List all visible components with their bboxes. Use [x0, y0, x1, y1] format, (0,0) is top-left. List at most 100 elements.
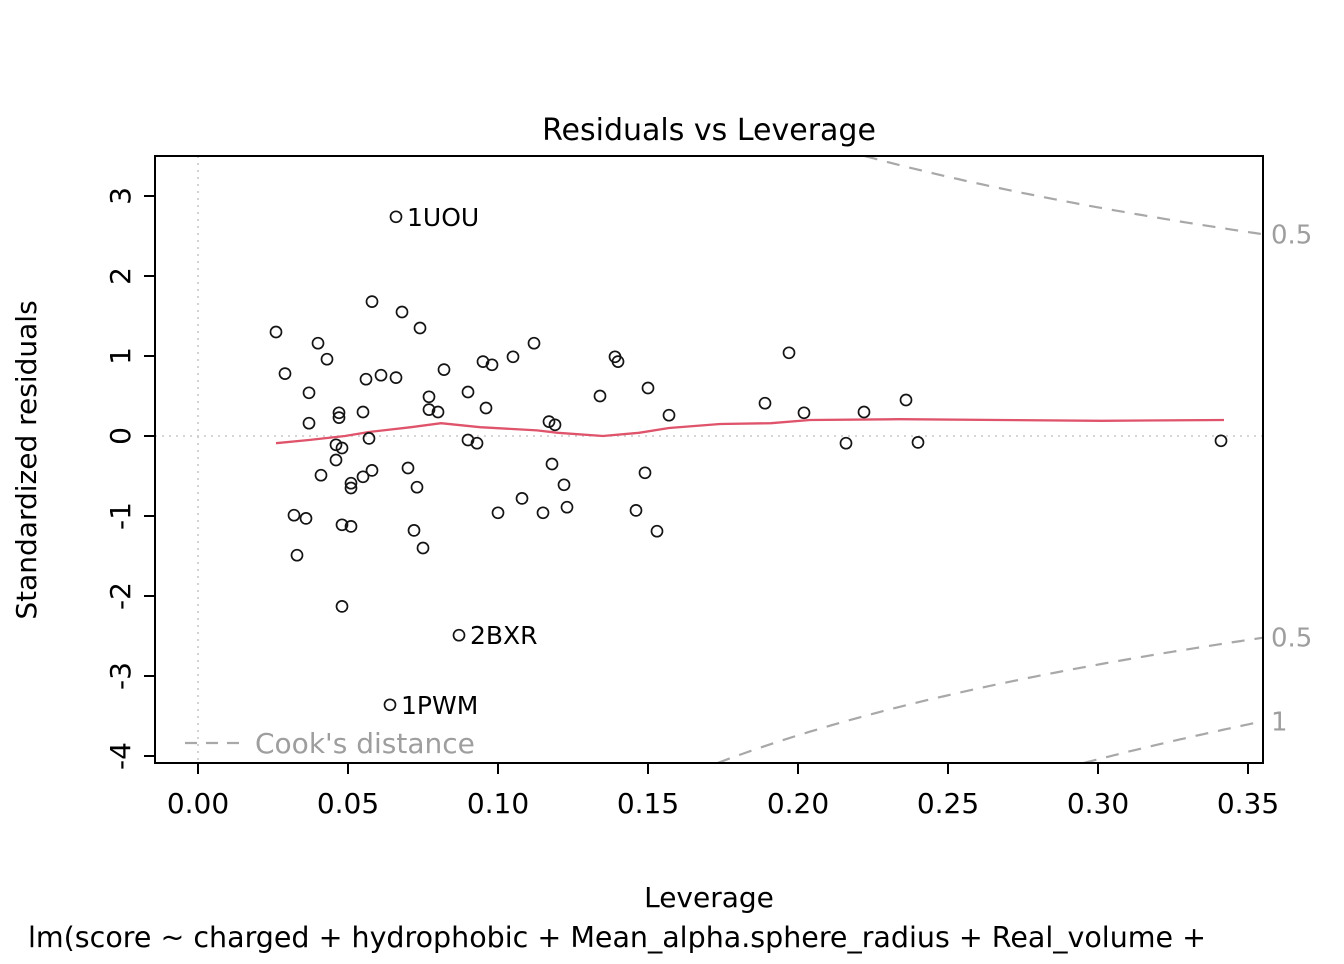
data-point [332, 411, 346, 424]
cooks-contours-layer: 0.5 0.5 1 [717, 156, 1312, 763]
data-point [365, 464, 379, 477]
data-point [542, 415, 556, 428]
data-point [662, 408, 676, 422]
data-point [431, 405, 445, 419]
outlier-point-1UOU [389, 210, 403, 224]
data-point [470, 436, 484, 450]
data-point [506, 350, 520, 364]
data-point [302, 416, 316, 430]
data-point [344, 481, 358, 495]
cooks-contour-label: 1 [1271, 707, 1288, 737]
data-point [299, 512, 313, 525]
data-point [329, 438, 343, 452]
data-point [491, 506, 505, 520]
data-point [287, 508, 301, 522]
data-point [593, 389, 607, 403]
cooks-contour-lower-1 [1083, 720, 1263, 763]
data-points-layer: 1UOU 2BXR 1PWM [269, 203, 1228, 720]
data-point [899, 393, 913, 407]
outlier-point-1PWM [383, 698, 397, 712]
cooks-contour-upper-0.5 [864, 156, 1263, 236]
data-point [410, 480, 424, 494]
data-point [641, 381, 655, 395]
data-point [362, 432, 376, 445]
data-point [536, 506, 550, 520]
smooth-trend-line [275, 418, 1225, 445]
y-tick-label: -4 [104, 742, 137, 770]
data-point [797, 406, 811, 420]
data-point [545, 457, 559, 471]
data-point [359, 372, 373, 386]
data-point [269, 325, 283, 339]
data-point [320, 352, 334, 366]
y-tick-label: -1 [104, 502, 137, 530]
data-point [395, 305, 409, 319]
y-tick-label: 2 [104, 267, 137, 285]
cooks-contour-group [1083, 720, 1263, 763]
data-point [344, 476, 358, 490]
x-tick-label: 0.10 [467, 787, 529, 820]
outlier-point-2BXR [452, 628, 466, 642]
cooks-contour-group [864, 156, 1263, 236]
data-point [389, 371, 403, 384]
data-point [479, 401, 493, 415]
data-point [650, 524, 664, 538]
data-point [911, 436, 925, 449]
y-tick-label: -2 [104, 582, 137, 610]
data-point [413, 321, 427, 335]
outlier-label-1PWM: 1PWM [401, 691, 478, 720]
data-point [335, 441, 349, 455]
data-point [560, 500, 574, 514]
data-point [548, 418, 562, 432]
data-point [416, 541, 430, 555]
data-point [782, 346, 796, 360]
data-point [461, 385, 475, 399]
cooks-distance-legend-label: Cook's distance [255, 727, 475, 760]
data-point [557, 478, 571, 492]
data-point [515, 492, 529, 505]
data-point [422, 403, 436, 416]
reference-lines-layer [155, 156, 1263, 763]
data-point [374, 368, 388, 382]
data-point [290, 548, 304, 562]
y-axis-label: Standardized residuals [10, 300, 43, 619]
data-point [839, 436, 853, 450]
cooks-contour-group [717, 636, 1263, 763]
data-point [356, 405, 370, 419]
data-point [437, 363, 451, 376]
data-point [485, 358, 499, 372]
data-point [278, 367, 292, 380]
smooth-line-layer [275, 418, 1225, 445]
plot-border [154, 155, 1264, 764]
data-point [407, 524, 421, 537]
cooks-contour-lower-0.5 [717, 636, 1263, 763]
data-point [356, 470, 370, 484]
data-point [611, 355, 625, 368]
y-tick-label: 1 [104, 347, 137, 365]
data-point [857, 405, 871, 419]
x-axis-label: Leverage [644, 881, 774, 914]
x-tick-label: 0.35 [1217, 787, 1279, 820]
data-point [638, 466, 652, 480]
y-tick-label: -3 [104, 662, 137, 690]
data-point [314, 468, 328, 482]
data-point [332, 406, 346, 420]
plot-title: Residuals vs Leverage [542, 113, 876, 148]
x-tick-label: 0.00 [167, 787, 229, 820]
outlier-label-1UOU: 1UOU [407, 203, 479, 232]
y-tick-label: 0 [104, 427, 137, 445]
data-point [422, 390, 436, 404]
model-caption: lm(score ~ charged + hydrophobic + Mean_… [28, 921, 1206, 954]
x-tick-label: 0.20 [767, 787, 829, 820]
x-tick-label: 0.30 [1067, 787, 1129, 820]
data-point [365, 295, 379, 308]
y-tick-label: 3 [104, 187, 137, 205]
cooks-contour-label: 0.5 [1271, 220, 1312, 250]
axes-layer: 0.00 0.05 0.10 0.15 0.20 0.25 0.30 0.35 3 2 1 0 -1 -2… [104, 187, 1279, 820]
cooks-contour-label: 0.5 [1271, 624, 1312, 654]
data-point [758, 396, 772, 410]
data-point [1214, 434, 1228, 448]
x-tick-label: 0.15 [617, 787, 679, 820]
